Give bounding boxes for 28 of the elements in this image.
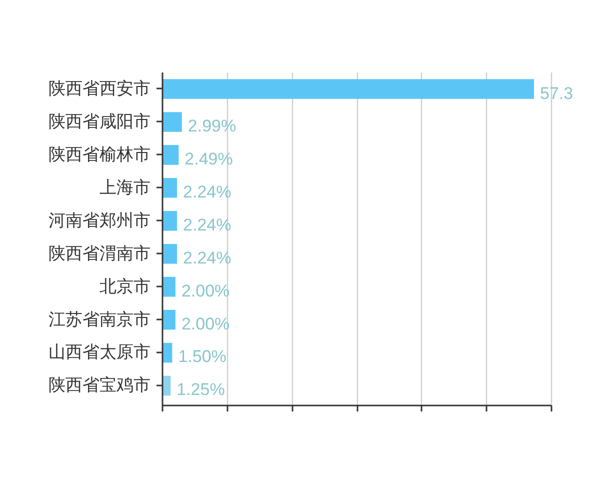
y-tick-label: 山西省太原市 bbox=[48, 342, 150, 363]
data-label: 57.3 bbox=[540, 84, 574, 103]
bar bbox=[162, 79, 534, 99]
y-tick-label: 江苏省南京市 bbox=[48, 310, 150, 330]
bar bbox=[162, 145, 179, 165]
bar bbox=[162, 276, 176, 297]
y-tick-label: 北京市 bbox=[100, 276, 150, 297]
data-label: 2.24% bbox=[183, 248, 232, 268]
data-label: 1.50% bbox=[178, 347, 226, 366]
y-tick-label: 陕西省宝鸡市 bbox=[48, 376, 150, 396]
data-label: 2.24% bbox=[183, 215, 232, 234]
data-label: 2.49% bbox=[184, 149, 233, 168]
y-tick-label: 上海市 bbox=[100, 178, 150, 198]
data-label: 2.00% bbox=[181, 281, 230, 300]
data-label: 1.25% bbox=[176, 380, 225, 400]
data-label: 2.24% bbox=[183, 182, 232, 202]
data-label: 2.99% bbox=[188, 116, 236, 136]
y-tick-label: 陕西省榆林市 bbox=[48, 144, 150, 165]
y-tick-label: 陕西省咸阳市 bbox=[48, 112, 150, 132]
bar bbox=[162, 244, 178, 264]
bar bbox=[162, 112, 182, 132]
bar bbox=[162, 178, 178, 198]
bar bbox=[162, 210, 178, 231]
y-tick-label: 陕西省西安市 bbox=[48, 78, 150, 99]
y-tick-label: 陕西省渭南市 bbox=[48, 244, 150, 264]
y-tick-label: 河南省郑州市 bbox=[48, 210, 150, 231]
data-label: 2.00% bbox=[181, 314, 230, 334]
bar bbox=[162, 310, 176, 330]
